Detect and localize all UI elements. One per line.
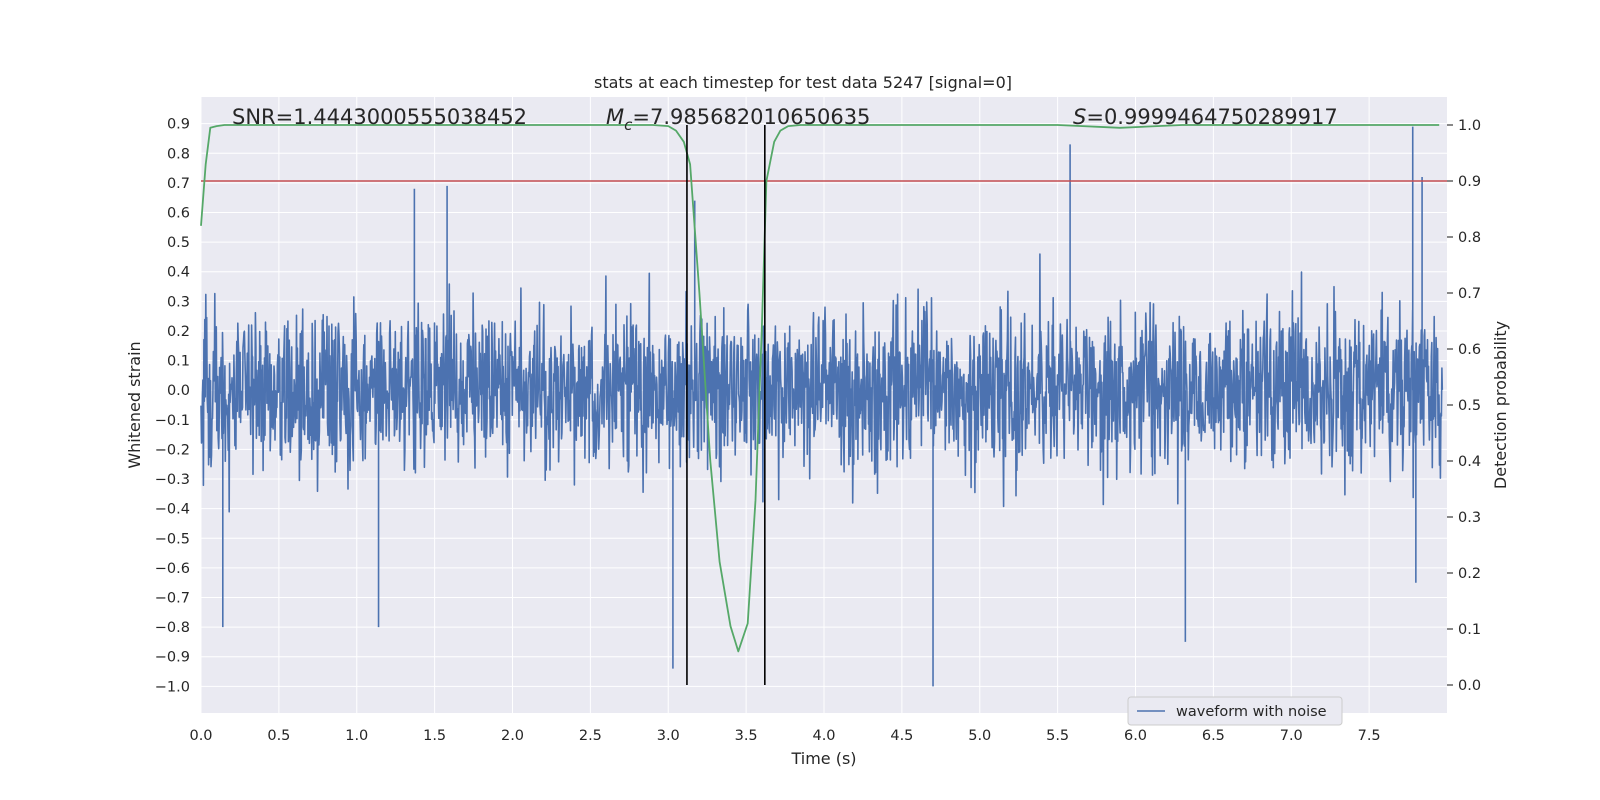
y-right-tick-label: 0.6 [1458,342,1481,358]
y-right-tick-label: 0.2 [1458,566,1481,582]
x-tick-label: 4.0 [812,728,835,744]
x-tick-labels: 0.0 0.5 1.0 1.5 2.0 2.5 3.0 3.5 4.0 4.5 5.0 5.5 6.0 6… [189,728,1380,744]
y-left-tick-label: −0.5 [155,531,190,547]
x-tick-label: 0.0 [189,728,212,744]
x-tick-label: 2.5 [579,728,602,744]
vertical-markers [686,125,766,685]
x-tick-label: 7.5 [1358,728,1381,744]
y-left-tick-label: 0.9 [167,117,190,133]
y-right-tick-label: 0.5 [1458,398,1481,414]
y-left-tick-label: −0.4 [155,502,190,518]
y-left-tick-label: 0.3 [167,294,190,310]
y-axis-label-right: Detection probability [1491,321,1510,489]
y-axis-label-left: Whitened strain [125,341,144,468]
y-left-tick-label: 0.0 [167,383,190,399]
snr-annotation: SNR=1.4443000555038452 [232,105,527,129]
y-left-tick-label: −1.0 [155,679,190,695]
y-left-tick-label: 0.4 [167,265,190,281]
x-tick-label: 6.0 [1124,728,1147,744]
y-left-tick-label: 0.1 [167,354,190,370]
score-annotation: S=0.9999464750289917 [1073,105,1338,129]
y-left-tick-label: −0.9 [155,650,190,666]
waveform-series [200,126,1444,687]
x-tick-label: 0.5 [267,728,290,744]
mc-subscript: c [624,116,633,134]
y-right-tick-label: 0.0 [1458,678,1481,694]
y-right-tick-label: 0.8 [1458,230,1481,246]
y-left-tick-label: −0.6 [155,561,190,577]
y-left-tick-label: −0.1 [155,413,190,429]
y-left-tick-label: −0.7 [155,591,190,607]
y-right-tick-label: 0.9 [1458,174,1481,190]
x-tick-label: 5.5 [1046,728,1069,744]
y-left-tick-label: −0.3 [155,472,190,488]
x-tick-label: 5.0 [968,728,991,744]
y-right-tick-label: 1.0 [1458,118,1481,134]
s-value: =0.9999464750289917 [1086,105,1337,129]
probability-layer [200,124,1440,653]
x-tick-label: 6.5 [1202,728,1225,744]
x-tick-label: 3.5 [735,728,758,744]
y-left-tick-label: 0.2 [167,324,190,340]
y-left-tick-label: 0.8 [167,146,190,162]
legend-box [1127,696,1343,726]
legend-waveform-label: waveform with noise [1176,704,1327,720]
y-left-tick-labels: 0.9 0.8 0.7 0.6 0.5 0.4 0.3 0.2 0.1 0.0 −0.1 −0.2 −0… [155,117,190,696]
y-right-tick-label: 0.7 [1458,286,1481,302]
x-tick-label: 2.0 [501,728,524,744]
x-tick-label: 3.0 [657,728,680,744]
probability-line [200,124,1440,653]
y-right-tick-labels: 1.0 0.9 0.8 0.7 0.6 0.5 0.4 0.3 0.2 0.1 0.0 [1447,118,1481,694]
s-symbol: S [1073,105,1086,129]
legend: waveform with noise [1127,696,1343,726]
mc-symbol: M [606,105,624,129]
y-right-tick-label: 0.1 [1458,622,1481,638]
y-left-tick-label: 0.5 [167,235,190,251]
chirp-mass-annotation: Mc=7.985682010650635 [606,105,870,134]
x-tick-label: 4.5 [890,728,913,744]
x-tick-label: 1.0 [345,728,368,744]
x-tick-label: 7.0 [1280,728,1303,744]
y-right-tick-label: 0.4 [1458,454,1481,470]
y-right-tick-label: 0.3 [1458,510,1481,526]
y-left-tick-label: −0.8 [155,620,190,636]
y-left-tick-label: −0.2 [155,442,190,458]
y-left-tick-label: 0.6 [167,206,190,222]
y-left-tick-label: 0.7 [167,176,190,192]
mc-value: =7.985682010650635 [632,105,870,129]
x-tick-label: 1.5 [423,728,446,744]
waveform-path [200,253,1444,513]
chart-title: stats at each timestep for test data 524… [594,73,1012,92]
x-axis-label: Time (s) [790,749,856,768]
